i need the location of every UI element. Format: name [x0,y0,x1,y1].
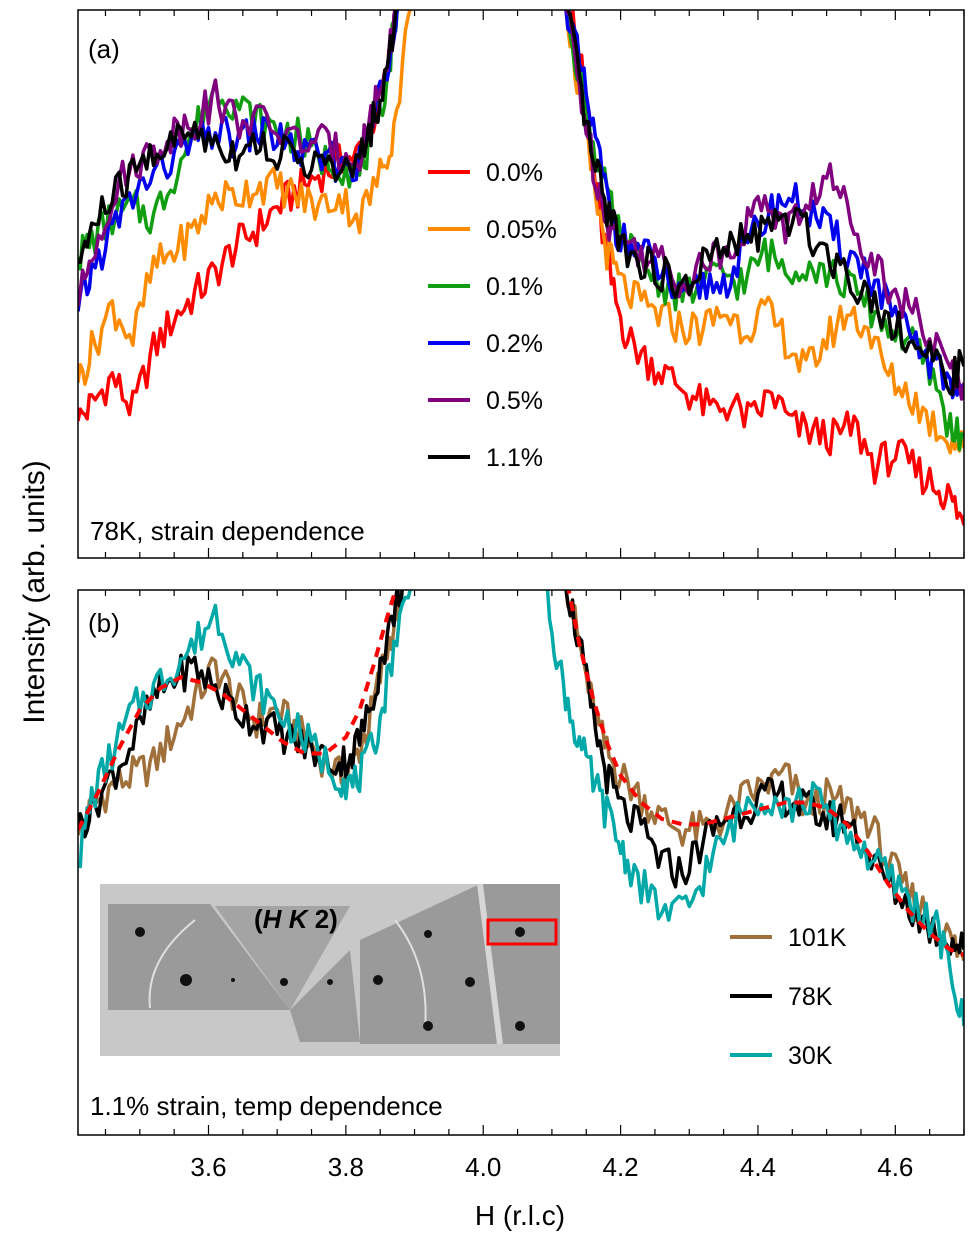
panel-a-label: (a) [88,34,120,64]
inset-gap-right [477,883,503,1045]
panel-b-frame [77,589,965,1136]
inset-arc-left [148,919,196,1009]
series-line-78k-left [78,590,404,839]
panel-b-label: (b) [88,608,120,638]
x-tick-label: 4.4 [740,1152,776,1182]
bragg-peak [135,927,145,937]
inset-highlight-box [486,918,558,946]
series-line-0-05pct-left [78,10,412,386]
panel-a-legend: 0.0% 0.05% 0.1% 0.2% 0.5% 1.1% [428,159,557,472]
inset-label-k: K [289,904,310,934]
inset-label-space1 [281,904,288,934]
series-line-101k-right [564,590,964,962]
panel-b-legend: 101K 78K 30K [730,924,847,1070]
inset-label: (H K 2) [254,904,338,934]
x-tick-label: 4.6 [877,1152,913,1182]
bragg-peak [515,1021,525,1031]
bragg-peak [280,978,288,986]
legend-label: 1.1% [486,444,543,472]
bragg-peak [424,930,432,938]
inset-label-space2 [307,904,314,934]
legend-label: 0.2% [486,330,543,358]
panel-a: (a) 78K, strain dependence 0.0% 0.05% 0.1%… [77,9,965,559]
panel-a-ticks [104,10,965,558]
legend-label: 0.0% [486,159,543,187]
inset-detector-wedge [290,950,360,1042]
inset-diffraction-map: (H K 2) [100,883,560,1056]
panel-b-series [78,590,964,1027]
series-line-fit-right [566,590,964,957]
bragg-peak [327,979,333,985]
bragg-peak [180,974,192,986]
inset-label-l: 2 [315,904,329,934]
inset-arc-right [394,919,427,1031]
x-tick-label: 4.2 [603,1152,639,1182]
series-line-0-5pct-right [564,10,964,401]
x-tick-label: 4.0 [465,1152,501,1182]
panel-b-annotation: 1.1% strain, temp dependence [90,1091,443,1121]
panel-a-annotation: 78K, strain dependence [90,516,365,546]
series-line-1-1pct-right [566,10,964,397]
panel-a-series [78,10,964,526]
inset-label-open: ( [254,904,263,934]
x-tick-label: 3.8 [328,1152,364,1182]
panel-b: (b) 1.1% strain, temp dependence 101K 78K… [77,589,965,1136]
bragg-peak [423,1021,433,1031]
legend-label: 78K [788,983,833,1011]
series-line-0-05pct-right [564,10,964,455]
legend-label: 0.05% [486,216,557,244]
inset-label-h: H [263,904,283,934]
bragg-peak [373,975,383,985]
series-line-30k-right [545,590,964,1027]
x-tick-label: 3.6 [190,1152,226,1182]
inset-detector-middle [215,906,350,1010]
bragg-peak [515,927,525,937]
legend-label: 101K [788,924,847,952]
panel-a-frame [77,9,965,559]
inset-detector-right [360,884,560,1044]
series-line-1-1pct-left [78,10,398,264]
bragg-peak [465,977,475,987]
series-line-30k-left [78,590,412,869]
legend-label: 0.5% [486,387,543,415]
inset-detector-left [108,904,290,1010]
legend-label: 0.1% [486,273,543,301]
x-tick-labels: 3.6 3.8 4.0 4.2 4.4 4.6 [190,1152,913,1182]
inset-label-close: ) [329,904,338,934]
x-axis-label: H (r.l.c) [475,1200,565,1231]
legend-label: 30K [788,1042,833,1070]
series-line-fit-left [78,590,398,831]
series-line-0-0pct-right [571,10,964,526]
y-axis-label: Intensity (arb. units) [18,460,51,723]
bragg-peak [231,978,235,982]
panel-b-ticks [104,590,965,1135]
inset-bragg-peaks [135,927,525,1031]
